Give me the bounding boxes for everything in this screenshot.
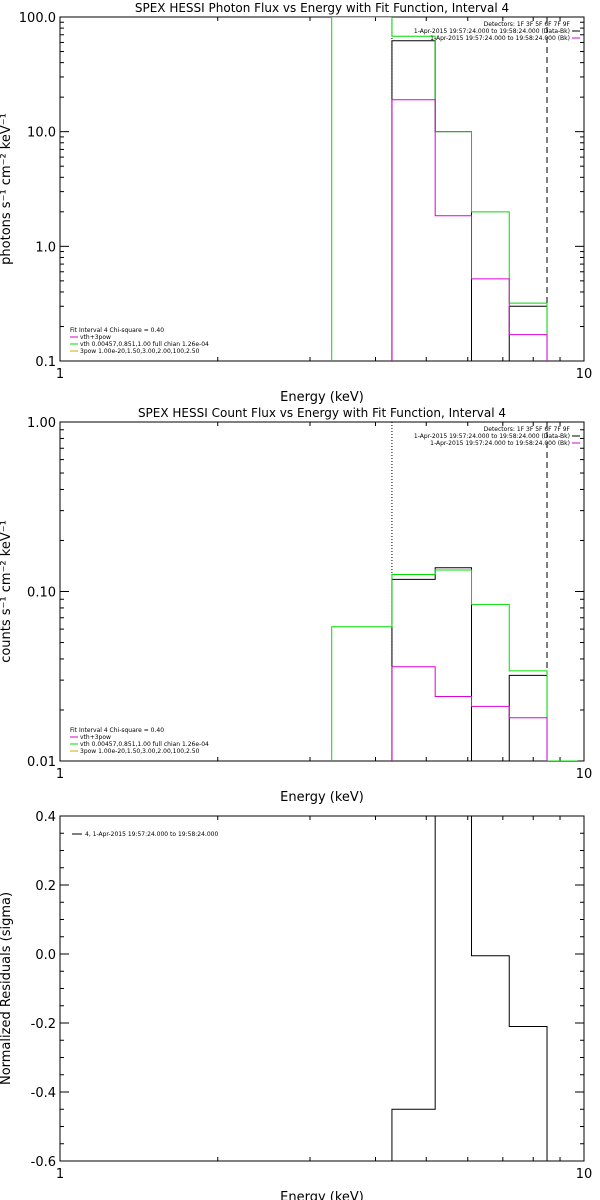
plot-area [391,816,548,1161]
y-tick-label: -0.2 [31,1017,56,1032]
series-data [391,40,548,361]
y-tick-label: 0.1 [35,355,56,370]
y-tick-label: 0.10 [27,586,56,601]
y-tick-label: -0.6 [31,1155,56,1170]
plot-area [331,17,548,361]
chart-title: SPEX HESSI Photon Flux vs Energy with Fi… [135,1,509,15]
plot-area [331,422,578,761]
y-tick-label: 0.0 [35,948,56,963]
y-axis-label: counts s⁻¹ cm⁻² keV⁻¹ [0,520,14,663]
y-tick-label: -0.4 [31,1086,56,1101]
series-bk [391,99,548,361]
legend-bottom-left: Fit Interval 4 Chi-square = 0.40vth+3pow… [70,327,209,355]
x-tick-label: 10 [576,1167,593,1182]
y-axis-label: Normalized Residuals (sigma) [0,892,14,1085]
legend-entry: Detectors: 1F 3F 5F 6F 7F 9F [484,426,571,433]
panel-3: 1 10 -0.6 -0.4 -0.2 0.0 0.2 0.4 Energy (keV) Norm… [0,810,592,1200]
legend-entry: Fit Interval 4 Chi-square = 0.40 [70,327,164,334]
legend-top-left: 4, 1-Apr-2015 19:57:24.000 to 19:58:24.0… [72,831,218,838]
x-tick-label: 1 [56,767,64,782]
y-tick-label: 1.0 [35,240,56,255]
y-tick-label: 100.0 [19,11,56,26]
legend-top-right: Detectors: 1F 3F 5F 6F 7F 9F1-Apr-2015 1… [414,21,580,42]
legend-entry: Detectors: 1F 3F 5F 6F 7F 9F [484,21,571,28]
y-tick-label: 0.4 [35,810,56,825]
legend-top-right: Detectors: 1F 3F 5F 6F 7F 9F1-Apr-2015 1… [414,426,580,447]
x-axis-label: Energy (keV) [280,790,364,805]
series-data [391,567,548,761]
series-fit [331,569,578,761]
x-tick-label: 1 [56,367,64,382]
plot-frame [59,16,585,362]
legend-entry: vth 0.00457,0.851,1.00 full chian 1.26e-… [80,341,209,348]
x-axis-label: Energy (keV) [280,1190,364,1200]
legend-entry: Fit Interval 4 Chi-square = 0.40 [70,727,164,734]
x-axis-label: Energy (keV) [280,390,364,405]
legend-entry: vth+3pow [80,334,111,341]
legend-entry: vth 0.00457,0.851,1.00 full chian 1.26e-… [80,741,209,748]
legend-entry: 4, 1-Apr-2015 19:57:24.000 to 19:58:24.0… [85,831,218,838]
x-tick-label: 10 [576,367,593,382]
series-residuals [391,816,548,1161]
y-tick-label: 10.0 [27,126,56,141]
plot-frame [59,815,585,1162]
legend-entry: 3pow 1.00e-20,1.50,3.00,2.00,100,2.50 [80,748,200,755]
panel-2: SPEX HESSI Count Flux vs Energy with Fit… [0,406,592,805]
legend-entry: 1-Apr-2015 19:57:24.000 to 19:58:24.000 … [414,433,570,440]
legend-entry: 3pow 1.00e-20,1.50,3.00,2.00,100,2.50 [80,348,200,355]
legend-entry: vth+3pow [80,734,111,741]
legend-entry: 1-Apr-2015 19:57:24.000 to 19:58:24.000 … [430,35,570,42]
series-fit [331,17,548,361]
legend-entry: 1-Apr-2015 19:57:24.000 to 19:58:24.000 … [414,28,570,35]
panel-1: SPEX HESSI Photon Flux vs Energy with Fi… [0,1,592,405]
y-tick-label: 1.00 [27,416,56,431]
plot-frame [59,421,585,762]
chart-title: SPEX HESSI Count Flux vs Energy with Fit… [138,406,506,420]
y-axis-label: photons s⁻¹ cm⁻² keV⁻¹ [0,113,14,265]
y-tick-label: 0.01 [27,755,56,770]
series-bk [391,666,548,761]
x-tick-label: 10 [576,767,593,782]
x-tick-label: 1 [56,1167,64,1182]
legend-bottom-left: Fit Interval 4 Chi-square = 0.40vth+3pow… [70,727,209,755]
y-tick-label: 0.2 [35,879,56,894]
legend-entry: 1-Apr-2015 19:57:24.000 to 19:58:24.000 … [430,440,570,447]
